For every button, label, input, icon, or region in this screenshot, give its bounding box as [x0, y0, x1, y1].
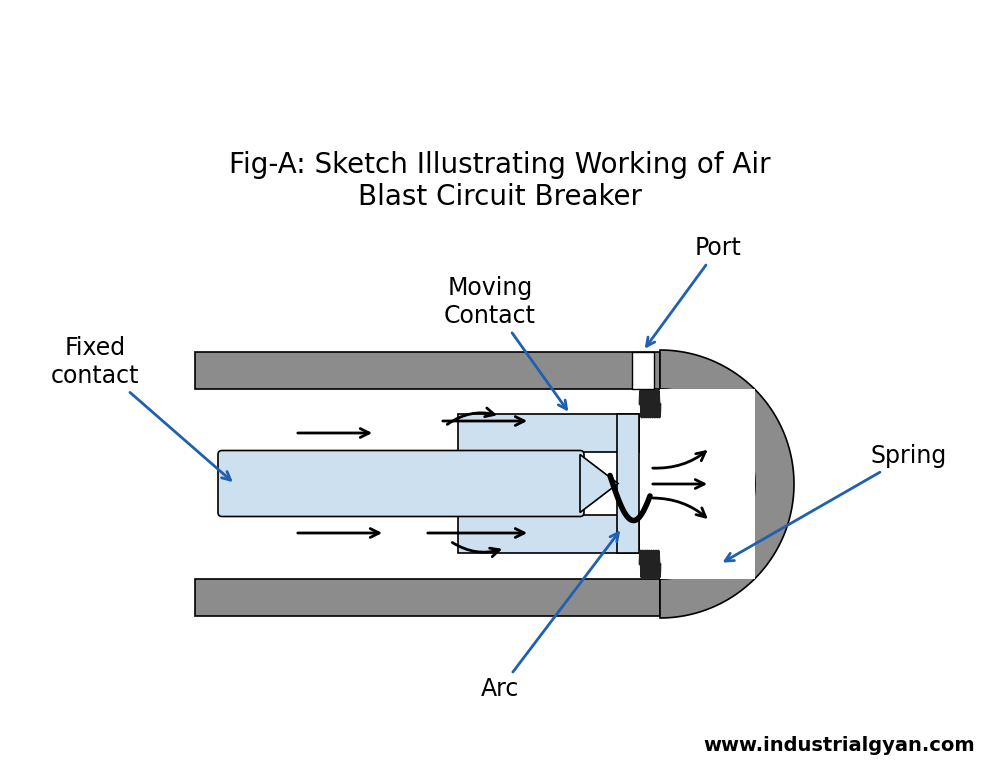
Bar [660, 389, 755, 579]
Bar [458, 515, 639, 553]
Text: www.industrialgyan.com: www.industrialgyan.com [704, 736, 975, 755]
Text: Moving
Contact: Moving Contact [444, 276, 567, 409]
Text: Fig-A: Sketch Illustrating Working of Air
Blast Circuit Breaker: Fig-A: Sketch Illustrating Working of Ai… [229, 151, 771, 211]
Bar [632, 352, 654, 389]
Text: Fixed
contact: Fixed contact [51, 336, 230, 480]
Polygon shape [580, 454, 618, 512]
Text: Arc: Arc [480, 532, 619, 701]
Bar [195, 579, 660, 616]
Bar [195, 352, 660, 389]
Polygon shape [660, 350, 794, 618]
Bar [458, 414, 639, 452]
Text: Spring: Spring [725, 444, 946, 561]
Text: Port: Port [647, 236, 742, 346]
Bar [617, 414, 639, 553]
FancyBboxPatch shape [218, 450, 584, 516]
